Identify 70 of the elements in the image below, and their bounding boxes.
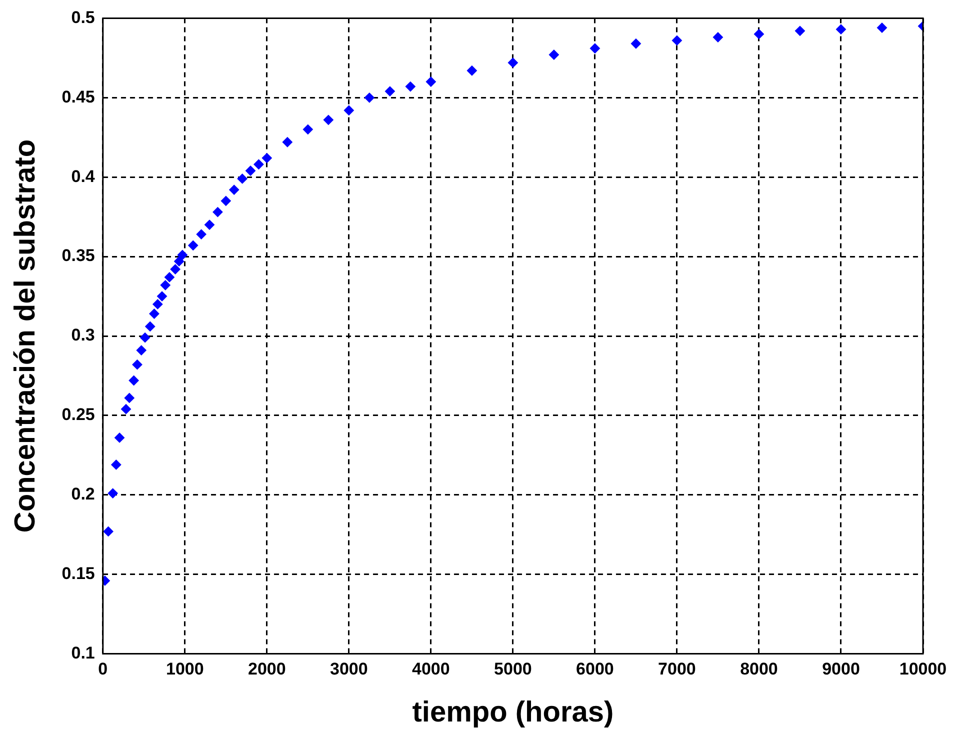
- point: [384, 86, 395, 96]
- y-tick-label: 0.5: [71, 8, 95, 27]
- y-tick-label: 0.35: [62, 246, 95, 266]
- point: [177, 250, 188, 260]
- point: [548, 50, 559, 60]
- x-tick-label: 8000: [740, 660, 778, 679]
- point: [630, 38, 641, 49]
- point: [508, 58, 518, 68]
- y-tick-label: 0.1: [71, 643, 95, 662]
- point: [204, 220, 214, 230]
- point: [836, 24, 846, 34]
- point: [164, 272, 174, 282]
- y-tick-label: 0.2: [71, 484, 95, 504]
- point: [237, 174, 248, 184]
- x-tick-label: 5000: [494, 660, 532, 679]
- y-tick-label: 0.4: [71, 166, 96, 186]
- point: [149, 308, 160, 319]
- point: [128, 375, 139, 386]
- y-tick-label: 0.45: [62, 87, 95, 106]
- point: [466, 66, 477, 76]
- point: [672, 35, 682, 46]
- x-tick-label: 6000: [576, 660, 614, 679]
- point: [108, 488, 118, 498]
- point: [754, 29, 764, 40]
- y-tick-label: 0.3: [71, 326, 95, 345]
- x-tick-label: 0: [98, 660, 108, 679]
- point: [426, 76, 436, 87]
- point: [876, 22, 887, 33]
- y-tick-label: 0.25: [62, 405, 95, 424]
- point: [364, 92, 374, 103]
- point: [323, 114, 334, 125]
- x-tick-label: 2000: [248, 660, 286, 679]
- point: [157, 291, 168, 302]
- point: [174, 256, 184, 266]
- point: [136, 345, 146, 356]
- x-axis-title: tiempo (horas): [412, 696, 614, 729]
- point: [405, 82, 416, 92]
- x-tick-label: 1000: [166, 660, 204, 679]
- point: [114, 432, 125, 443]
- point: [794, 26, 805, 36]
- point: [590, 43, 600, 54]
- x-tick-label: 7000: [658, 660, 696, 679]
- point: [145, 321, 156, 332]
- point: [140, 332, 150, 343]
- point: [254, 159, 264, 170]
- x-tick-label: 10000: [899, 660, 947, 679]
- point: [220, 196, 231, 206]
- y-tick-label: 0.15: [62, 564, 95, 584]
- point: [246, 166, 256, 176]
- x-tick-label: 9000: [822, 660, 860, 679]
- point: [132, 360, 142, 370]
- point: [262, 153, 272, 164]
- point: [282, 137, 292, 148]
- point: [111, 460, 122, 470]
- point: [160, 280, 170, 290]
- point: [302, 124, 313, 134]
- y-axis-title: Concentración del substrato: [9, 139, 42, 533]
- point: [212, 207, 223, 218]
- point: [712, 32, 723, 42]
- point: [124, 392, 134, 403]
- x-tick-label: 3000: [330, 660, 368, 679]
- point: [229, 184, 240, 195]
- point: [103, 526, 114, 536]
- point: [170, 264, 180, 274]
- point: [196, 229, 206, 240]
- point: [344, 105, 354, 116]
- point: [152, 299, 163, 310]
- point: [188, 240, 198, 250]
- x-tick-label: 4000: [412, 660, 450, 679]
- point: [121, 404, 132, 414]
